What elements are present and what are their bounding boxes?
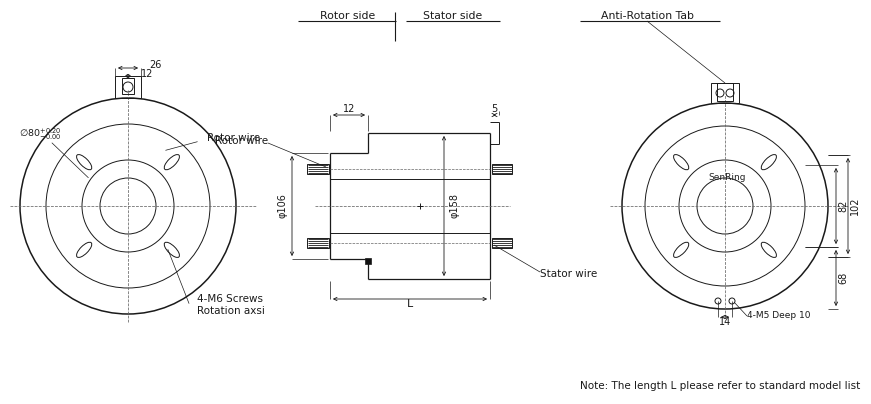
Text: 102: 102 <box>850 197 860 215</box>
Bar <box>717 83 733 101</box>
Text: 12: 12 <box>343 104 355 114</box>
Bar <box>307 238 329 248</box>
Text: φ158: φ158 <box>449 194 459 219</box>
Text: 82: 82 <box>838 200 848 212</box>
Text: 12: 12 <box>141 69 153 79</box>
Text: φ106: φ106 <box>277 194 287 219</box>
Text: 4-M6 Screws: 4-M6 Screws <box>197 294 263 304</box>
Text: 68: 68 <box>838 272 848 284</box>
Text: Rotor side: Rotor side <box>321 11 375 21</box>
Text: 4-M5 Deep 10: 4-M5 Deep 10 <box>747 311 811 320</box>
Bar <box>115 76 141 98</box>
Text: Note: The length L please refer to standard model list: Note: The length L please refer to stand… <box>580 381 860 391</box>
Text: L: L <box>407 299 413 309</box>
Bar <box>492 164 512 174</box>
Bar <box>122 78 134 94</box>
Text: SenRing: SenRing <box>708 173 746 183</box>
Text: 5: 5 <box>491 104 497 114</box>
Bar <box>492 238 512 248</box>
Text: 14: 14 <box>719 317 731 327</box>
Bar <box>365 258 371 264</box>
Text: 26: 26 <box>149 60 161 70</box>
Text: Stator wire: Stator wire <box>540 269 598 279</box>
Text: Anti-Rotation Tab: Anti-Rotation Tab <box>600 11 693 21</box>
Bar <box>307 164 329 174</box>
Text: Stator side: Stator side <box>423 11 483 21</box>
Text: Rotor wire: Rotor wire <box>207 133 260 143</box>
Text: Rotation axsi: Rotation axsi <box>197 306 265 316</box>
Text: $\varnothing$80$^{+0.20}_{-0.00}$: $\varnothing$80$^{+0.20}_{-0.00}$ <box>19 126 61 141</box>
Bar <box>711 83 739 103</box>
Text: Rotor wire: Rotor wire <box>215 136 268 146</box>
